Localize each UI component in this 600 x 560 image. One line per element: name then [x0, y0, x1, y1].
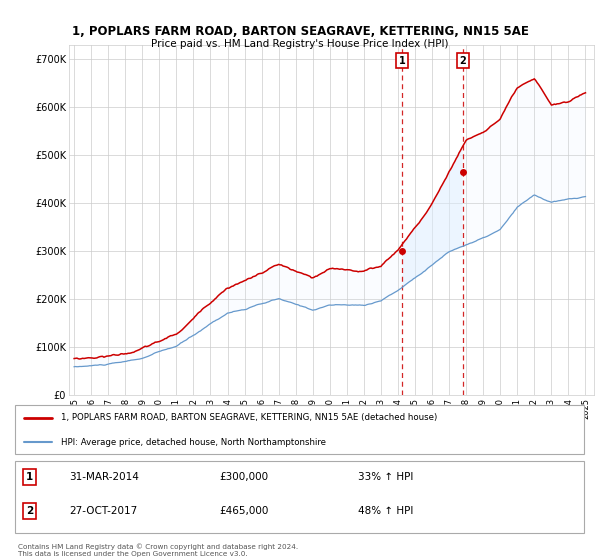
Text: 33% ↑ HPI: 33% ↑ HPI [358, 472, 413, 482]
Text: 48% ↑ HPI: 48% ↑ HPI [358, 506, 413, 516]
Text: 2: 2 [26, 506, 33, 516]
Text: 1, POPLARS FARM ROAD, BARTON SEAGRAVE, KETTERING, NN15 5AE: 1, POPLARS FARM ROAD, BARTON SEAGRAVE, K… [71, 25, 529, 38]
Text: £300,000: £300,000 [220, 472, 268, 482]
Text: 1: 1 [26, 472, 33, 482]
Text: 1, POPLARS FARM ROAD, BARTON SEAGRAVE, KETTERING, NN15 5AE (detached house): 1, POPLARS FARM ROAD, BARTON SEAGRAVE, K… [61, 413, 437, 422]
Text: 31-MAR-2014: 31-MAR-2014 [70, 472, 139, 482]
Text: 2: 2 [460, 55, 466, 66]
Text: £465,000: £465,000 [220, 506, 269, 516]
Text: 1: 1 [399, 55, 406, 66]
FancyBboxPatch shape [15, 405, 584, 454]
Text: HPI: Average price, detached house, North Northamptonshire: HPI: Average price, detached house, Nort… [61, 437, 326, 446]
Text: 27-OCT-2017: 27-OCT-2017 [70, 506, 138, 516]
Text: Contains HM Land Registry data © Crown copyright and database right 2024.
This d: Contains HM Land Registry data © Crown c… [18, 544, 298, 557]
Text: Price paid vs. HM Land Registry's House Price Index (HPI): Price paid vs. HM Land Registry's House … [151, 39, 449, 49]
FancyBboxPatch shape [15, 461, 584, 533]
